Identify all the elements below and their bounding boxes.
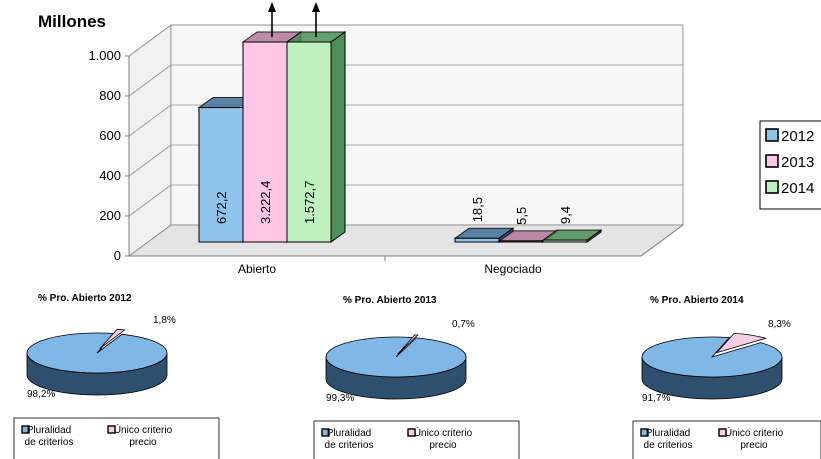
pie-slice-unico: [397, 334, 419, 355]
pie-title: % Pro. Abierto 2014: [650, 295, 744, 306]
y-tick-label: 200: [99, 208, 121, 223]
pie-value-label: 98,2%: [27, 389, 55, 400]
bar-marks: 672,2 3.222,4 1.572,7 18,5 5,5 9,4: [197, 2, 603, 243]
overflow-arrowhead: [312, 2, 320, 12]
legend-label: 2012: [781, 128, 814, 145]
y-tick-label: 1.000: [88, 48, 121, 63]
pie-legend-label: Único criterio: [114, 423, 173, 436]
bar-front: [242, 41, 288, 243]
pie-chart-2: % Pro. Abierto 2013 99,3% 0,7% Pluralidadde…: [313, 295, 520, 459]
y-axis-ticks: 0 200 400 600 800 1.000: [88, 48, 130, 263]
pie-legend-swatch: [21, 425, 30, 434]
pie-value-label: 99,3%: [326, 393, 354, 404]
pie-value-label: 91,7%: [642, 393, 670, 404]
pie-legend-label: de criterios: [644, 440, 693, 451]
data-label: 18,5: [470, 197, 485, 222]
bar-front: [286, 41, 332, 243]
bar-front: [454, 237, 500, 243]
pie-legend-swatch: [321, 428, 330, 437]
pie-slice-pluralidad: [325, 336, 467, 378]
pie-value-label: 0,7%: [452, 319, 475, 330]
data-label: 5,5: [514, 207, 529, 225]
pie-legend-label: precio: [129, 437, 157, 448]
data-label: 1.572,7: [302, 181, 317, 224]
side-wall: [128, 24, 172, 257]
pie-legend-label: Pluralidad: [327, 428, 371, 439]
pie-legend-swatch: [718, 428, 727, 437]
gridline-side: [128, 184, 172, 217]
bar-front: [542, 239, 588, 243]
pie-legend-label: precio: [429, 440, 457, 451]
y-tick-label: 0: [114, 248, 121, 263]
x-axis-depth-line: [640, 224, 684, 257]
bar-2014-negociado: 9,4: [541, 206, 603, 243]
pie-value-label: 8,3%: [768, 319, 791, 330]
pie-slice-pluralidad: [641, 336, 783, 378]
legend-swatch: [765, 154, 779, 168]
legend-swatch: [765, 128, 779, 142]
x-tick-label: Negociado: [484, 262, 542, 276]
data-label: 3.222,4: [258, 181, 273, 224]
bar-2014-abierto: 1.572,7: [285, 2, 347, 243]
y-tick-label: 800: [99, 88, 121, 103]
legend-label: 2013: [781, 154, 814, 171]
pie-charts: % Pro. Abierto 201298,2%1,8%Pluralidadde…: [13, 293, 821, 459]
pie-legend-label: de criterios: [325, 440, 374, 451]
pie-title: % Pro. Abierto 2012: [38, 293, 132, 304]
pie-slice-pluralidad: [26, 332, 168, 374]
pie-chart-3: % Pro. Abierto 2014 91,7% 8,3% Pluralidadde…: [632, 295, 821, 459]
pie-legend-box: [13, 417, 220, 459]
bar-chart: Millones 0 200 400 600 800 1.000 672,2 3.222,4…: [38, 2, 821, 276]
pie-legend-label: Pluralidad: [646, 428, 690, 439]
pie-legend-swatch: [640, 428, 649, 437]
pie-chart-1: % Pro. Abierto 2012 98,2% 1,8% Pluralidadde…: [13, 293, 220, 459]
pie-legend-swatch: [107, 425, 116, 434]
pie-legend-label: de criterios: [25, 437, 74, 448]
y-tick-label: 600: [99, 128, 121, 143]
gridline-side: [128, 64, 172, 97]
bar-front: [198, 107, 244, 243]
pie-legend-label: Único criterio: [414, 426, 473, 439]
bar-front: [498, 240, 544, 243]
pie-slice-unico: [715, 332, 768, 354]
legend-swatch: [765, 180, 779, 194]
overflow-arrowhead: [268, 2, 276, 12]
pie-legend-label: Único criterio: [725, 426, 784, 439]
gridline-side: [128, 144, 172, 177]
legend-label: 2014: [781, 180, 814, 197]
bar-side: [330, 31, 346, 243]
x-axis-ticks: Abierto Negociado: [129, 224, 684, 276]
pie-legend-box: [632, 420, 821, 459]
pie-value-label: 1,8%: [153, 315, 176, 326]
pie-slice-unico: [99, 328, 126, 350]
y-tick-label: 400: [99, 168, 121, 183]
pie-legend-swatch: [407, 428, 416, 437]
chart-legend: 2012 2013 2014: [759, 120, 821, 210]
pie-title: % Pro. Abierto 2013: [343, 295, 437, 306]
data-label: 672,2: [214, 191, 229, 224]
data-label: 9,4: [558, 206, 573, 224]
pie-legend-box: [313, 420, 520, 459]
gridline-side: [128, 24, 172, 57]
chart-title: Millones: [38, 12, 106, 31]
pie-legend-label: Pluralidad: [27, 425, 71, 436]
x-tick-label: Abierto: [238, 262, 276, 276]
pie-legend-label: precio: [740, 440, 768, 451]
gridline-side: [128, 104, 172, 137]
